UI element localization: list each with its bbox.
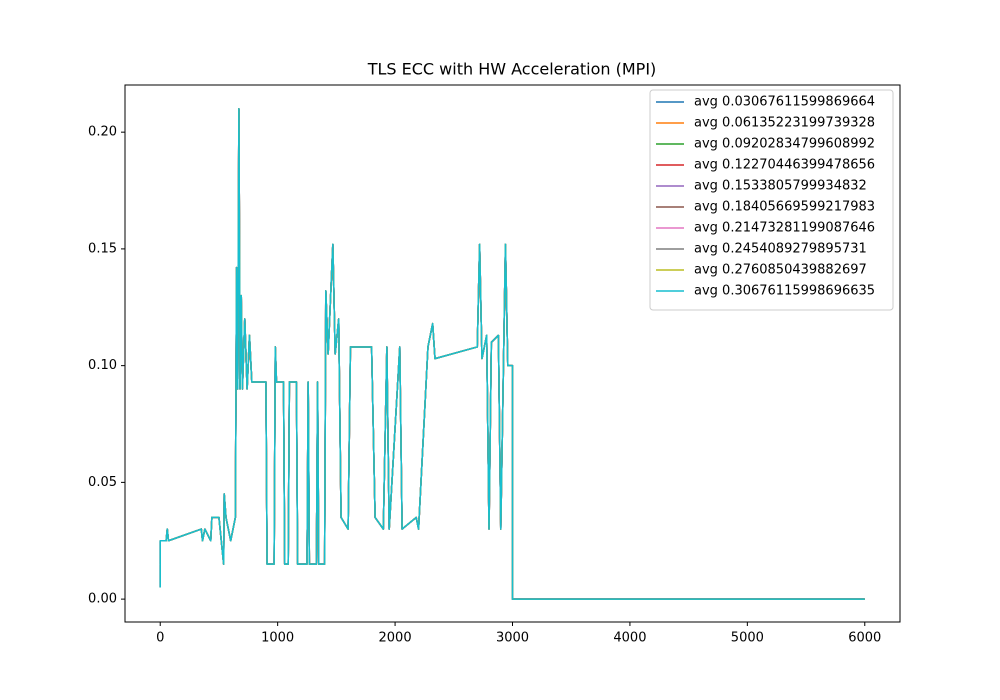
x-tick-label: 2000 [379, 631, 412, 646]
x-tick-label: 4000 [613, 631, 646, 646]
legend-label: avg 0.03067611599869664 [694, 95, 875, 110]
legend-label: avg 0.1533805799934832 [694, 179, 867, 194]
legend-label: avg 0.2760850439882697 [694, 263, 867, 278]
legend-label: avg 0.30676115998696635 [694, 284, 875, 299]
legend-label: avg 0.2454089279895731 [694, 242, 867, 257]
legend-label: avg 0.06135223199739328 [694, 116, 875, 131]
y-tick-label: 0.10 [88, 358, 117, 373]
x-tick-label: 3000 [496, 631, 529, 646]
y-tick-label: 0.15 [88, 241, 117, 256]
legend-label: avg 0.09202834799608992 [694, 137, 875, 152]
chart-title: TLS ECC with HW Acceleration (MPI) [367, 60, 657, 79]
y-tick-label: 0.00 [88, 592, 117, 607]
x-tick-label: 6000 [848, 631, 881, 646]
legend-label: avg 0.21473281199087646 [694, 221, 875, 236]
legend-label: avg 0.12270446399478656 [694, 158, 875, 173]
y-tick-label: 0.20 [88, 125, 117, 140]
plot-frame [124, 84, 901, 623]
legend: avg 0.03067611599869664 avg 0.06135223199… [649, 89, 894, 311]
y-tick-label: 0.05 [88, 475, 117, 490]
x-tick-label: 1000 [261, 631, 294, 646]
series-line [159, 108, 865, 600]
legend-box [649, 89, 894, 311]
x-tick-label: 5000 [731, 631, 764, 646]
legend-label: avg 0.18405669599217983 [694, 200, 875, 215]
x-tick-label: 0 [156, 631, 164, 646]
